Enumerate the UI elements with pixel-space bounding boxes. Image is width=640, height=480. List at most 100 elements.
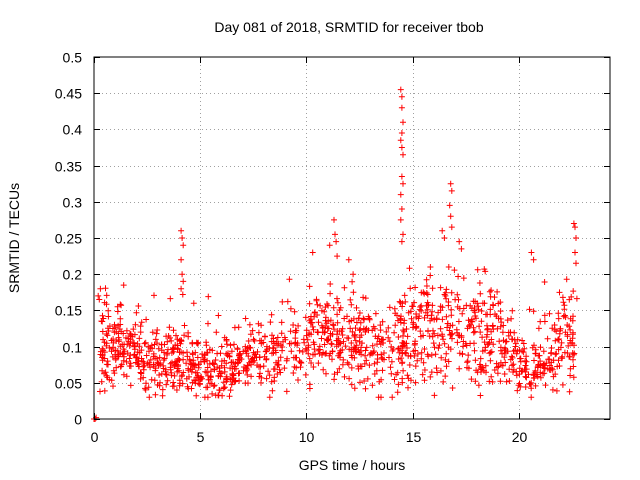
data-point: [362, 352, 369, 359]
data-point: [497, 378, 504, 385]
data-point: [486, 288, 493, 295]
data-point: [330, 304, 337, 311]
data-point: [99, 351, 106, 358]
data-point: [356, 327, 363, 334]
data-point: [227, 387, 234, 394]
data-point: [328, 340, 335, 347]
data-point: [475, 306, 482, 313]
data-point: [318, 335, 325, 342]
data-point: [165, 333, 172, 339]
data-point: [118, 328, 125, 335]
data-point: [567, 365, 574, 372]
data-point: [569, 317, 576, 324]
data-point: [379, 318, 386, 325]
data-point: [290, 370, 297, 376]
data-point: [421, 367, 428, 373]
data-point: [184, 383, 191, 390]
data-point: [397, 191, 404, 198]
data-point: [502, 359, 509, 366]
data-point: [180, 242, 187, 249]
data-point: [572, 249, 578, 256]
data-point: [349, 278, 356, 285]
data-point: [362, 385, 369, 392]
data-point: [140, 363, 147, 370]
data-point: [344, 359, 351, 366]
data-point: [421, 377, 428, 384]
data-point: [567, 337, 574, 344]
y-tick-label: 0.45: [55, 86, 82, 102]
data-point: [100, 336, 107, 343]
data-point: [509, 362, 516, 369]
data-point: [394, 389, 401, 396]
data-point: [331, 326, 337, 333]
data-point: [477, 290, 484, 297]
data-point: [211, 366, 218, 372]
data-point: [314, 301, 321, 308]
data-point: [399, 359, 406, 366]
data-point: [181, 332, 188, 339]
data-point: [550, 373, 557, 380]
data-point: [180, 278, 187, 285]
data-point: [362, 295, 369, 302]
data-point: [96, 296, 103, 303]
data-point: [472, 298, 479, 305]
data-point: [301, 339, 308, 346]
data-point: [147, 364, 154, 371]
data-point: [437, 284, 444, 291]
data-point: [235, 324, 242, 331]
data-point: [103, 292, 110, 299]
data-point: [411, 299, 418, 306]
data-point: [448, 312, 455, 319]
data-point: [559, 381, 566, 388]
data-point: [471, 305, 478, 311]
data-point: [312, 351, 318, 358]
data-point: [130, 326, 137, 333]
data-point: [127, 360, 134, 367]
data-point: [112, 356, 119, 363]
data-point: [138, 370, 145, 377]
data-point: [320, 366, 327, 373]
data-point: [555, 336, 561, 343]
data-point: [153, 330, 160, 337]
data-point: [363, 357, 370, 364]
data-point: [472, 313, 479, 319]
data-point: [401, 328, 408, 335]
data-point: [349, 354, 356, 361]
data-point: [123, 358, 130, 365]
data-point: [242, 380, 249, 387]
data-point: [407, 352, 414, 359]
data-point: [240, 348, 247, 355]
data-point: [292, 335, 299, 342]
data-point: [366, 315, 373, 322]
data-point: [193, 339, 200, 346]
data-point: [334, 311, 341, 318]
data-point: [179, 372, 186, 379]
data-point: [495, 315, 502, 322]
data-point: [228, 359, 235, 366]
data-point: [137, 323, 144, 330]
data-point: [203, 384, 210, 391]
data-point: [471, 347, 478, 354]
y-axis-label: SRMTID / TECUs: [6, 183, 22, 293]
data-point: [99, 367, 106, 374]
data-point: [469, 318, 476, 325]
data-point: [573, 295, 580, 302]
data-point: [346, 375, 353, 382]
data-point: [388, 358, 395, 365]
data-point: [111, 329, 118, 336]
data-point: [446, 202, 453, 209]
data-point: [179, 291, 186, 298]
data-point: [514, 387, 521, 394]
data-point: [501, 371, 508, 377]
data-point: [456, 350, 463, 357]
data-point: [159, 386, 166, 393]
data-point: [295, 377, 301, 383]
data-point: [287, 328, 294, 335]
data-point: [447, 213, 454, 220]
data-point: [339, 361, 346, 368]
data-point: [145, 384, 152, 391]
data-point: [399, 343, 406, 350]
data-point: [477, 392, 484, 399]
data-point: [522, 384, 529, 390]
data-point: [566, 388, 573, 395]
